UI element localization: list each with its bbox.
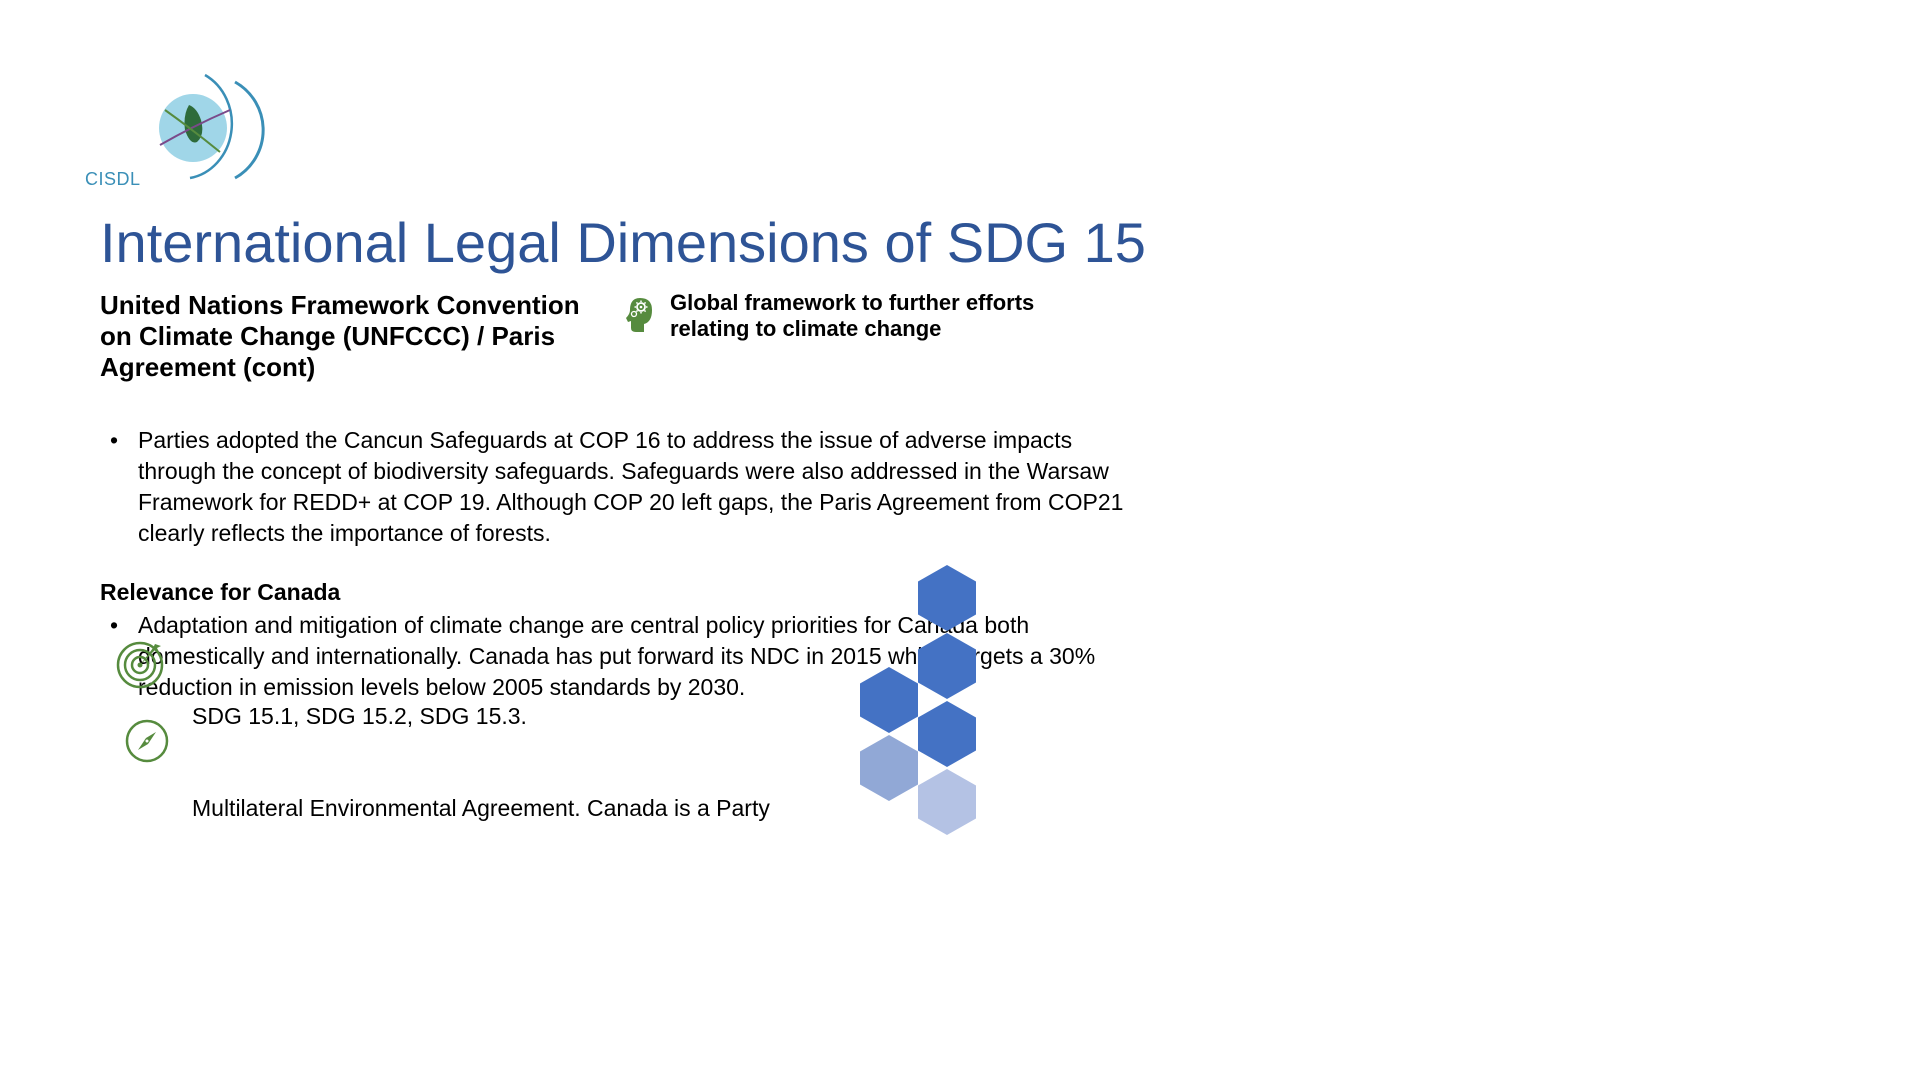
slide-container: CISDL International Legal Dimensions of … <box>0 0 1440 1080</box>
brain-gear-icon <box>620 294 660 334</box>
hexagon-decoration <box>850 565 990 835</box>
page-title: International Legal Dimensions of SDG 15 <box>100 210 1146 275</box>
body-content: Parties adopted the Cancun Safeguards at… <box>100 425 1150 725</box>
hexagon-icon <box>918 769 976 835</box>
logo-label: CISDL <box>85 169 141 190</box>
framework-description: Global framework to further efforts rela… <box>670 290 1090 342</box>
logo: CISDL <box>85 70 285 200</box>
compass-icon <box>124 718 170 764</box>
bullet-item: Adaptation and mitigation of climate cha… <box>100 610 1150 703</box>
hexagon-icon <box>918 701 976 767</box>
subtitle: United Nations Framework Convention on C… <box>100 290 610 383</box>
sdg-targets: SDG 15.1, SDG 15.2, SDG 15.3. <box>192 703 527 730</box>
hexagon-icon <box>918 565 976 631</box>
header-row: United Nations Framework Convention on C… <box>100 290 1200 383</box>
mea-text: Multilateral Environmental Agreement. Ca… <box>192 795 770 822</box>
relevance-heading: Relevance for Canada <box>100 577 1150 608</box>
hexagon-icon <box>918 633 976 699</box>
cisdl-logo-icon <box>135 70 265 190</box>
bullet-item: Parties adopted the Cancun Safeguards at… <box>100 425 1150 549</box>
hexagon-icon <box>860 667 918 733</box>
target-icon <box>115 640 165 690</box>
hexagon-icon <box>860 735 918 801</box>
